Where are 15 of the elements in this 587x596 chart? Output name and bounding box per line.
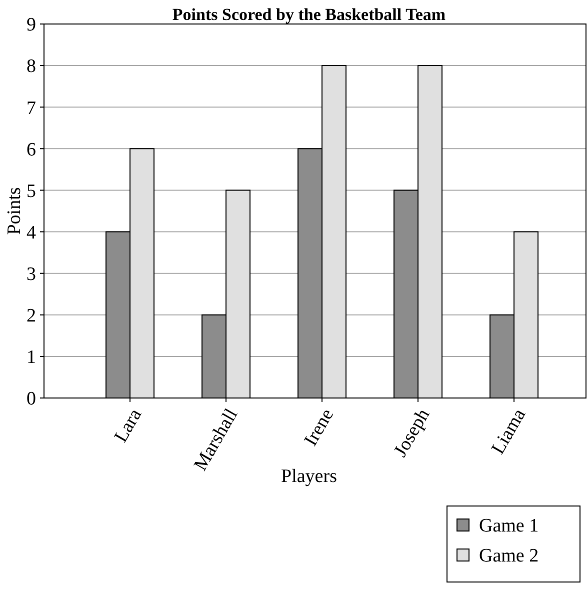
x-axis-title: Players <box>281 466 337 487</box>
y-tick-label: 8 <box>26 56 36 78</box>
y-tick-label: 9 <box>26 14 36 36</box>
y-tick-label: 7 <box>26 98 36 119</box>
y-tick-label: 4 <box>26 222 36 244</box>
chart-title: Points Scored by the Basketball Team <box>172 5 446 24</box>
legend-label: Game 2 <box>479 546 539 567</box>
y-axis-title: Points <box>4 187 25 235</box>
legend-label: Game 1 <box>479 516 539 537</box>
y-tick-label: 1 <box>26 347 36 368</box>
y-tick-label: 2 <box>26 306 36 327</box>
y-tick-label: 5 <box>26 180 36 202</box>
y-tick-label: 3 <box>26 264 36 285</box>
y-tick-label: 0 <box>26 388 36 410</box>
y-tick-label: 6 <box>26 139 36 160</box>
